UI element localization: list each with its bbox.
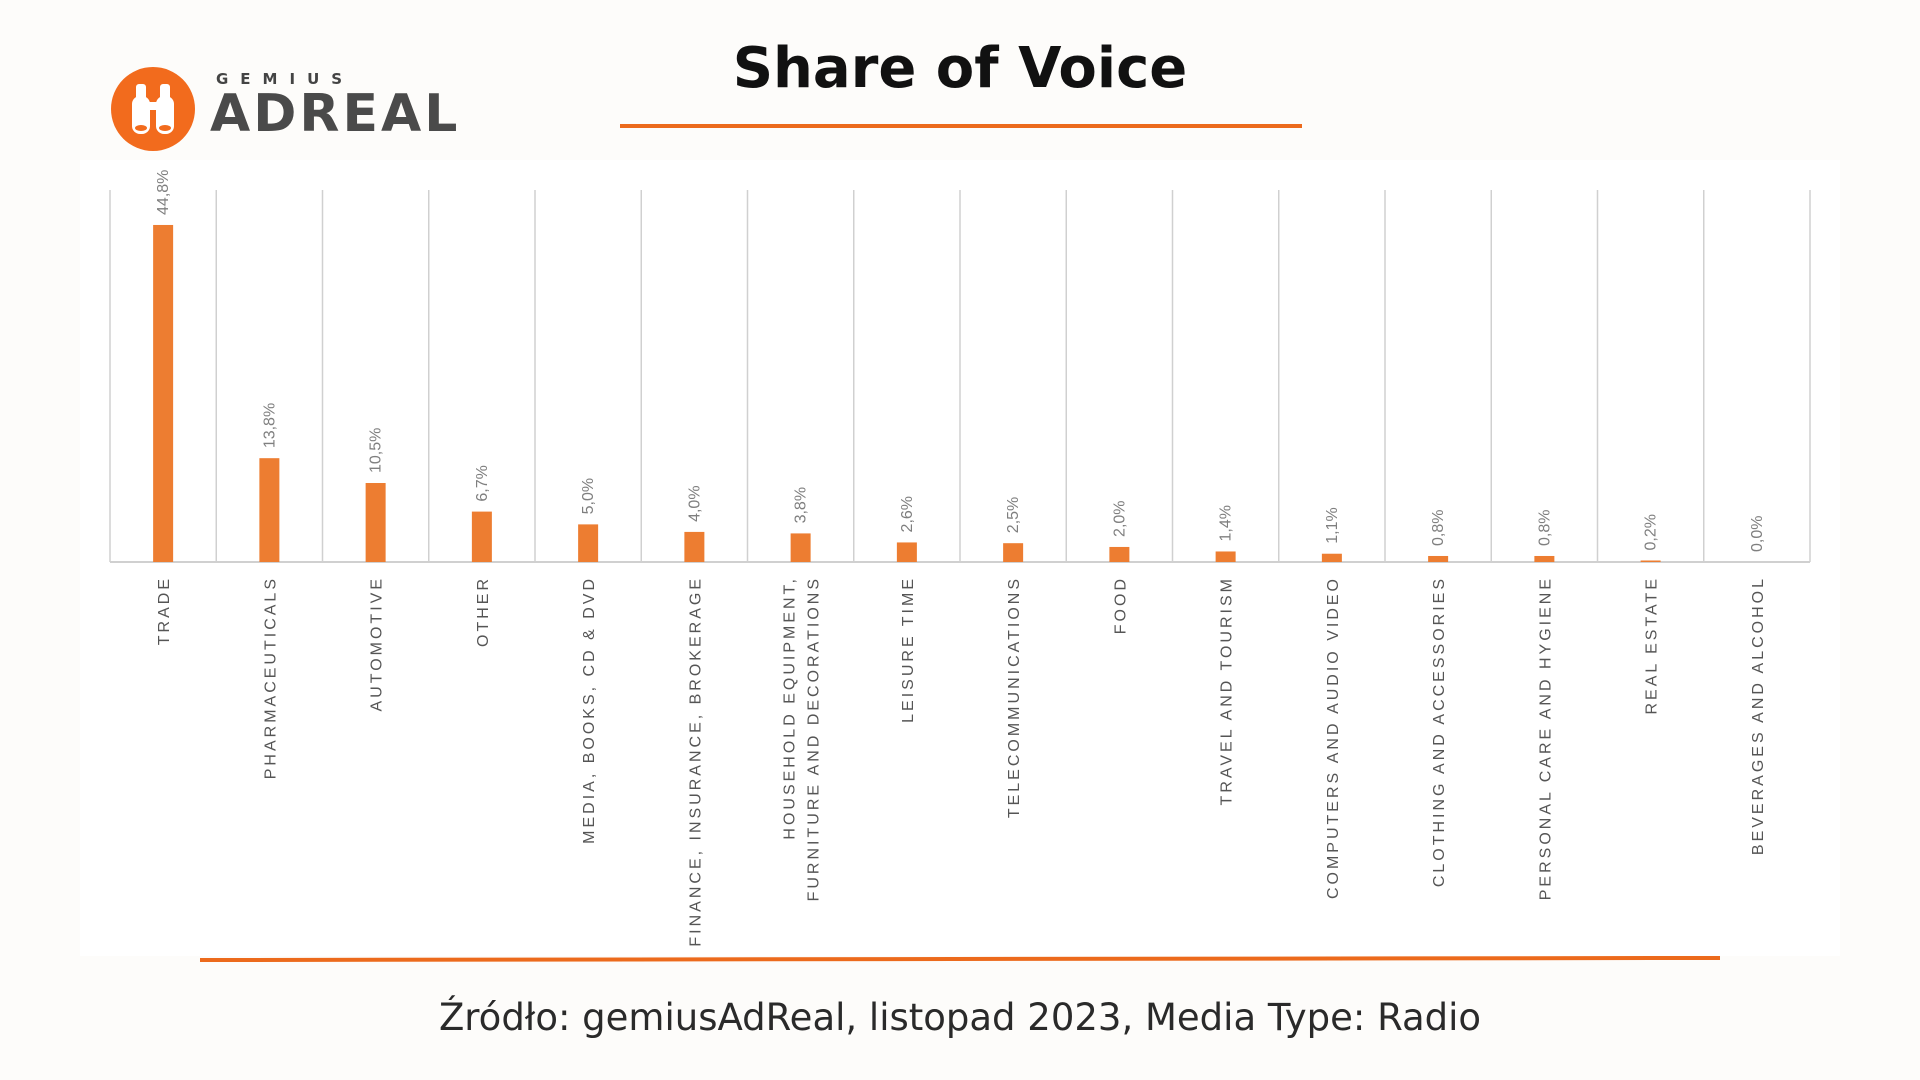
data-label: 5,0% [580, 478, 597, 514]
category-label: MEDIA, BOOKS, CD & DVD [581, 576, 598, 844]
data-label: 10,5% [368, 428, 385, 473]
bar [1003, 543, 1024, 562]
category-label: CLOTHING AND ACCESSORIES [1431, 576, 1448, 887]
brand-name-small: GEMIUS [216, 70, 355, 88]
data-label: 3,8% [793, 487, 810, 523]
data-label: 2,5% [1005, 497, 1022, 533]
category-label: BEVERAGES AND ALCOHOL [1750, 576, 1767, 855]
bar [1215, 551, 1236, 562]
bar [471, 511, 492, 562]
source-note: Źródło: gemiusAdReal, listopad 2023, Med… [438, 996, 1482, 1039]
data-label: 0,2% [1643, 514, 1660, 550]
category-label: HOUSEHOLD EQUIPMENT, [782, 576, 799, 840]
bar [1640, 560, 1661, 562]
category-label: OTHER [475, 576, 492, 647]
bar [153, 224, 174, 562]
category-label: FINANCE, INSURANCE, BROKERAGE [687, 576, 704, 947]
data-label: 44,8% [155, 170, 172, 215]
data-label: 0,8% [1430, 510, 1447, 546]
bar [1321, 553, 1342, 562]
category-label: REAL ESTATE [1644, 576, 1661, 715]
bar [259, 458, 280, 562]
bar [365, 483, 386, 562]
title-underline [620, 124, 1302, 128]
category-label: COMPUTERS AND AUDIO VIDEO [1325, 576, 1342, 899]
bar [578, 524, 599, 562]
category-label: FOOD [1112, 576, 1129, 634]
data-label: 2,6% [899, 496, 916, 532]
bar [684, 531, 705, 562]
bar-chart: 44,8% TRADE 13,8% PHARMACEUTICALS 10,5% AUTOM… [109, 170, 1811, 947]
category-label: TRADE [156, 576, 173, 645]
data-label: 2,0% [1111, 500, 1128, 536]
chart-panel: 44,8% TRADE 13,8% PHARMACEUTICALS 10,5% AUTOM… [80, 160, 1840, 956]
data-label: 6,7% [474, 465, 491, 501]
category-label: PHARMACEUTICALS [262, 576, 279, 779]
bar [896, 542, 917, 562]
bar [790, 533, 811, 562]
bottom-divider [199, 955, 1721, 963]
data-label: 1,4% [1218, 505, 1235, 541]
brand-logo: GEMIUS ADREAL [110, 64, 457, 154]
category-label: AUTOMOTIVE [369, 576, 386, 712]
category-label: LEISURE TIME [900, 576, 917, 723]
binoculars-icon [111, 67, 195, 151]
data-label: 1,1% [1324, 507, 1341, 543]
category-label: FURNITURE AND DECORATIONS [806, 576, 823, 901]
category-label: PERSONAL CARE AND HYGIENE [1537, 576, 1554, 900]
bar [1534, 555, 1555, 562]
brand-name-big: ADREAL [210, 84, 461, 144]
data-label: 13,8% [261, 403, 278, 448]
category-label: TELECOMMUNICATIONS [1006, 576, 1023, 818]
data-label: 4,0% [686, 485, 703, 521]
data-label: 0,0% [1749, 516, 1766, 552]
bar [1428, 555, 1449, 562]
bar [1109, 546, 1130, 562]
page-title: Share of Voice [732, 36, 1188, 101]
data-label: 0,8% [1536, 510, 1553, 546]
category-label: TRAVEL AND TOURISM [1219, 576, 1236, 805]
